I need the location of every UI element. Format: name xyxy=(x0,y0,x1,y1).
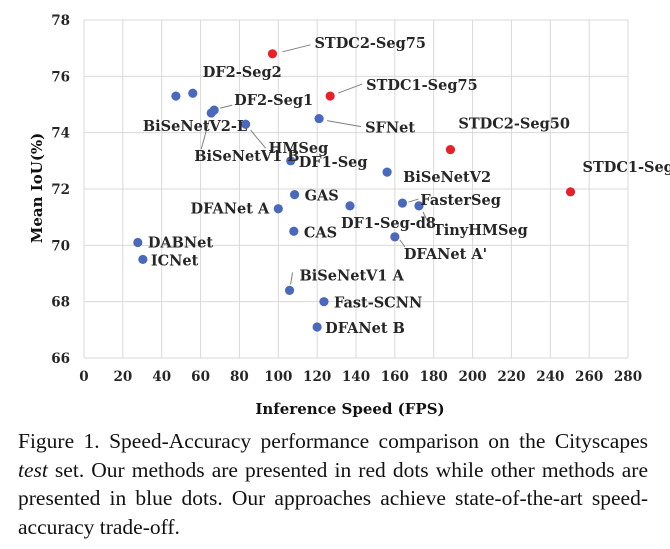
x-tick-label: 140 xyxy=(342,369,370,385)
caption-italic: test xyxy=(18,457,48,482)
y-tick-label: 66 xyxy=(51,351,70,367)
data-point xyxy=(312,322,322,332)
leader-line xyxy=(200,119,210,150)
data-point xyxy=(319,297,329,307)
x-tick-label: 180 xyxy=(420,369,448,385)
x-tick-label: 240 xyxy=(536,369,564,385)
data-point xyxy=(414,201,424,211)
x-tick-label: 40 xyxy=(152,369,171,385)
leader-line xyxy=(422,211,432,229)
data-label: STDC1-Seg75 xyxy=(366,77,478,94)
data-point xyxy=(284,285,295,295)
x-tick-label: 120 xyxy=(303,369,331,385)
data-label: DF1-Seg-d8 xyxy=(341,215,436,232)
data-point xyxy=(314,113,324,124)
figure-caption: Figure 1. Speed-Accuracy performance com… xyxy=(18,427,648,541)
x-axis-label: Inference Speed (FPS) xyxy=(255,400,444,418)
data-label: DFANet A' xyxy=(404,246,487,263)
x-tick-label: 220 xyxy=(497,369,525,385)
data-label: BiSeNetV1 A xyxy=(300,267,405,284)
data-label: DF2-Seg2 xyxy=(203,64,282,81)
leader-line xyxy=(220,104,233,109)
x-tick-label: 80 xyxy=(230,369,249,385)
data-points xyxy=(133,49,576,332)
data-label: DF1-Seg xyxy=(299,154,368,171)
x-tick-label: 260 xyxy=(575,369,603,385)
x-tick-label: 100 xyxy=(264,369,292,385)
data-label: GAS xyxy=(305,188,339,205)
leader-line xyxy=(408,198,419,203)
data-label: DFANet A xyxy=(191,201,270,218)
data-point xyxy=(241,119,251,129)
y-tick-label: 72 xyxy=(51,182,70,198)
data-point xyxy=(345,201,355,211)
data-point xyxy=(390,232,400,242)
data-label: ICNet xyxy=(151,252,199,269)
data-point xyxy=(273,204,283,214)
leader-line xyxy=(399,239,406,248)
data-point xyxy=(565,187,576,197)
data-label: DFANet B xyxy=(325,320,405,337)
data-label: DABNet xyxy=(148,235,214,252)
x-tick-label: 0 xyxy=(79,369,88,385)
data-label: STDC2-Seg50 xyxy=(458,116,570,133)
data-point xyxy=(286,156,296,166)
data-point xyxy=(289,226,299,236)
x-tick-label: 60 xyxy=(191,369,210,385)
y-tick-label: 74 xyxy=(51,126,70,142)
leader-line xyxy=(290,272,294,285)
data-point xyxy=(206,108,216,118)
data-label: STDC2-Seg75 xyxy=(314,35,426,52)
leader-line xyxy=(250,129,267,149)
data-point xyxy=(267,49,278,59)
grid xyxy=(83,19,629,359)
data-point xyxy=(325,91,335,101)
data-label: BiSeNetV2 xyxy=(403,169,491,186)
x-tick-label: 160 xyxy=(381,369,409,385)
x-tick-label: 20 xyxy=(113,369,132,385)
caption-prefix: Figure 1. Speed-Accuracy performance com… xyxy=(18,429,648,453)
leader-line xyxy=(282,44,311,53)
data-label: HMSeg xyxy=(269,140,329,157)
y-tick-label: 78 xyxy=(51,13,70,29)
data-label: CAS xyxy=(304,224,337,241)
data-labels: STDC2-Seg75 STDC1-Seg75 STDC2-Seg50 STDC1-S… xyxy=(143,35,670,337)
x-axis-ticks: 0 20 40 60 80 100 120 140 160 180 200 220 240 260 280 xyxy=(79,369,642,385)
data-point xyxy=(445,144,456,155)
annotation-leaders xyxy=(200,44,432,285)
scatter-chart: 0 20 40 60 80 100 120 140 160 180 200 220 240 260 280 … xyxy=(28,13,670,418)
x-tick-label: 280 xyxy=(614,369,642,385)
data-label: STDC1-Seg50 xyxy=(582,159,670,176)
x-tick-label: 200 xyxy=(458,369,486,385)
leader-line xyxy=(326,120,362,128)
data-point xyxy=(138,254,148,265)
data-point xyxy=(188,88,198,98)
caption-suffix: set. Our methods are presented in red do… xyxy=(18,457,648,539)
y-tick-label: 68 xyxy=(51,295,70,311)
data-label: SFNet xyxy=(365,120,415,137)
data-label: FasterSeg xyxy=(420,192,500,209)
data-label: DF2-Seg1 xyxy=(234,92,313,109)
y-tick-label: 76 xyxy=(51,69,70,85)
y-axis-ticks: 66 68 70 72 74 76 78 xyxy=(51,13,70,367)
data-label: BiSeNetV2-L xyxy=(143,118,247,135)
data-point xyxy=(397,198,408,208)
data-label: TinyHMSeg xyxy=(433,222,528,239)
y-tick-label: 70 xyxy=(51,238,70,254)
data-label: BiSeNetV1 B xyxy=(194,148,299,165)
data-point xyxy=(290,190,300,200)
data-point xyxy=(382,167,392,177)
data-label: Fast-SCNN xyxy=(334,295,422,312)
y-axis-label: Mean IoU(%) xyxy=(28,133,46,244)
leader-line xyxy=(337,83,363,94)
data-point xyxy=(133,237,143,248)
data-point xyxy=(171,91,181,101)
